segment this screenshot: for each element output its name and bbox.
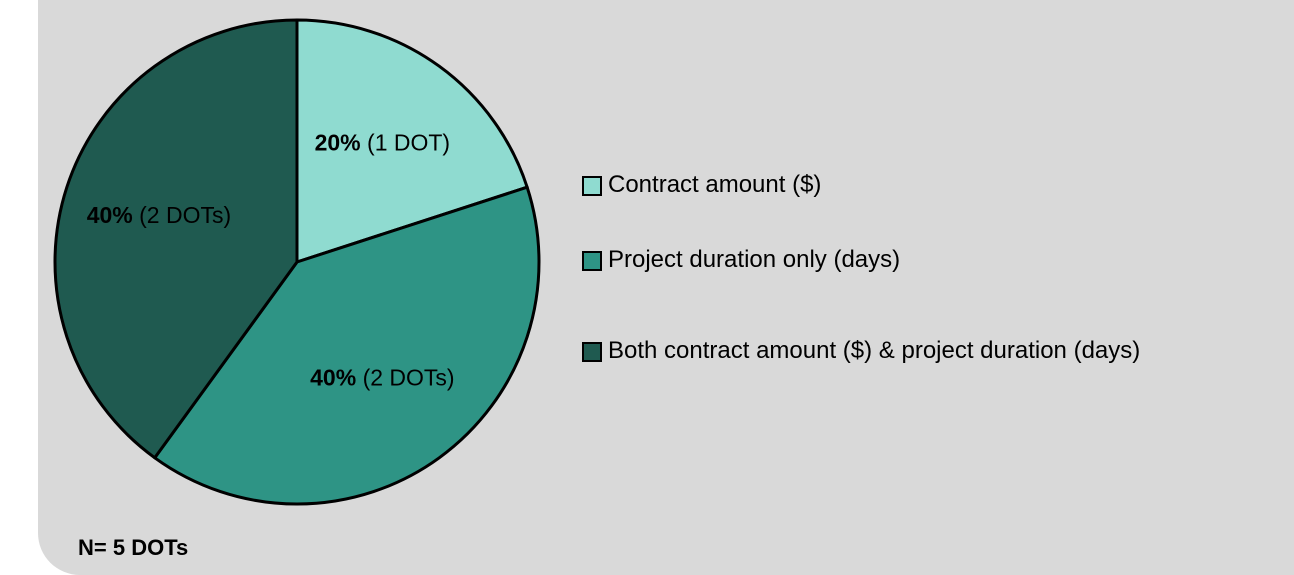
legend-item: Contract amount ($) — [582, 168, 1178, 202]
pie-slice — [153, 185, 541, 506]
slice-label: 40% (2 DOTs) — [310, 365, 454, 391]
annotation: N= 5 DOTs — [78, 535, 189, 560]
pie-slice — [53, 18, 299, 460]
value-label: 20% — [315, 130, 361, 156]
legend-item: Project duration only (days) — [582, 243, 1178, 277]
value-label: 40% — [87, 202, 133, 228]
legend-item: Both contract amount ($) & project durat… — [582, 334, 1178, 368]
legend-swatch — [582, 342, 602, 362]
count-label: (2 DOTs) — [363, 365, 455, 391]
legend-label: Both contract amount ($) & project durat… — [608, 337, 1141, 364]
legend-label: Contract amount ($) — [608, 171, 822, 198]
count-label: (2 DOTs) — [139, 202, 231, 228]
legend-label: Project duration only (days) — [608, 246, 901, 273]
legend-swatch — [582, 251, 602, 271]
pie-slice — [295, 18, 529, 264]
value-label: 40% — [310, 365, 356, 391]
legend-swatch — [582, 176, 602, 196]
count-label: (1 DOT) — [367, 130, 450, 156]
slice-label: 20% (1 DOT) — [315, 130, 451, 156]
slice-label: 40% (2 DOTs) — [87, 202, 231, 228]
